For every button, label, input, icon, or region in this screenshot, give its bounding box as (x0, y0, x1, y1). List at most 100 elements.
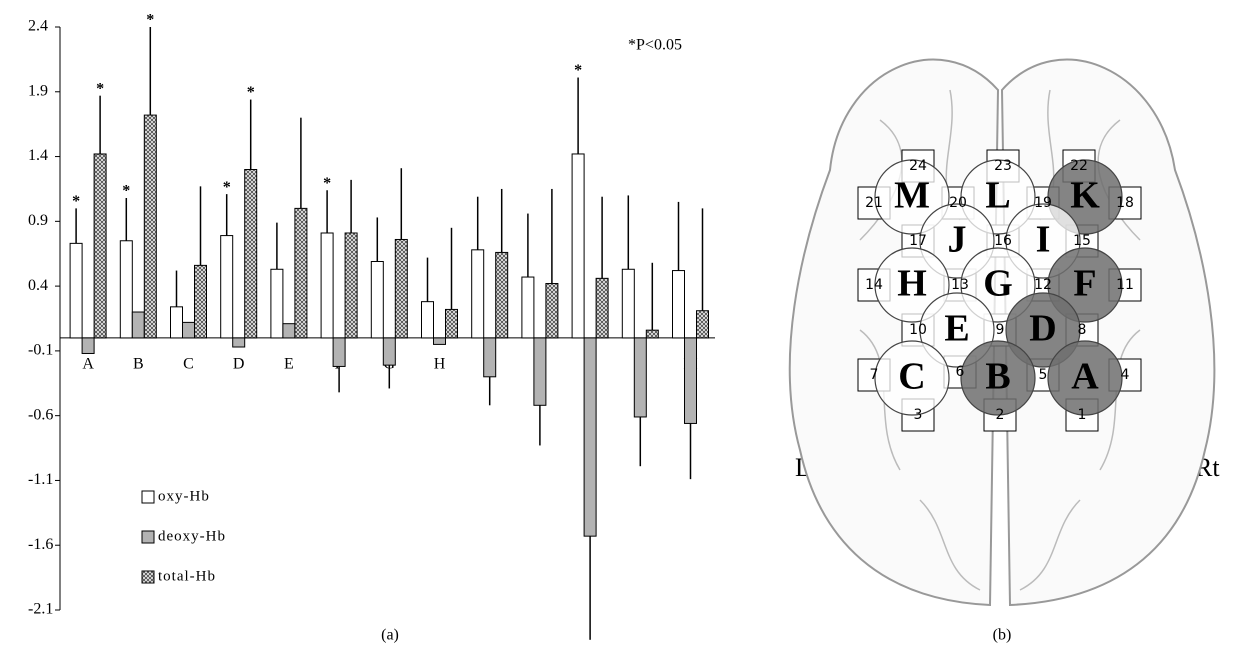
legend-swatch (142, 531, 154, 543)
bar (70, 243, 82, 338)
bar (572, 154, 584, 338)
bar (233, 338, 245, 347)
significance-mark: * (122, 183, 130, 200)
significance-mark: * (247, 84, 255, 101)
channel-number: 23 (994, 158, 1012, 174)
bar (271, 269, 283, 338)
bar (673, 271, 685, 338)
note: *P<0.05 (628, 37, 682, 54)
bar (144, 115, 156, 338)
region-label: K (1070, 175, 1100, 217)
channel-number: 16 (994, 233, 1012, 249)
region-label: D (1029, 308, 1056, 350)
channel-number: 4 (1121, 367, 1130, 383)
bar (371, 261, 383, 337)
legend-text: total-Hb (158, 568, 216, 584)
x-tick-label: D (233, 356, 245, 373)
bar (183, 322, 195, 338)
y-tick-label: -0.1 (28, 342, 53, 359)
y-tick-label: -0.6 (28, 406, 53, 423)
channel-number: 17 (909, 233, 927, 249)
bar (622, 269, 634, 338)
y-tick-label: 0.4 (28, 277, 48, 294)
bar (446, 309, 458, 338)
region-label: A (1071, 356, 1099, 398)
bar (283, 324, 295, 338)
channel-number: 2 (996, 407, 1005, 423)
bar (120, 241, 132, 338)
channel-number: 22 (1070, 158, 1088, 174)
region-label: H (897, 263, 927, 305)
channel-number: 14 (865, 277, 883, 293)
x-tick-label: C (183, 356, 194, 373)
legend-swatch (142, 571, 154, 583)
channel-number: 12 (1034, 277, 1052, 293)
bar (546, 284, 558, 338)
x-tick-label: E (284, 356, 294, 373)
y-tick-label: -2.1 (28, 601, 53, 618)
bar (634, 338, 646, 417)
channel-number: 6 (956, 364, 965, 380)
bar (434, 338, 446, 344)
x-tick-label: A (82, 356, 94, 373)
channel-number: 21 (865, 195, 883, 211)
bar (221, 236, 233, 338)
bar (345, 233, 357, 338)
bar (522, 277, 534, 338)
y-tick-label: 1.9 (28, 82, 48, 99)
significance-mark: * (574, 62, 582, 79)
channel-number: 7 (870, 367, 879, 383)
bar (685, 338, 697, 424)
legend-swatch (142, 491, 154, 503)
bar (295, 208, 307, 338)
region-label: C (898, 356, 925, 398)
bar (472, 250, 484, 338)
x-tick-label: B (133, 356, 144, 373)
y-tick-label: 2.4 (28, 18, 48, 35)
bar (422, 302, 434, 338)
caption-b: (b) (993, 627, 1012, 644)
bar (383, 338, 395, 365)
significance-mark: * (323, 175, 331, 192)
bar (584, 338, 596, 536)
x-tick-label: H (434, 356, 446, 373)
significance-mark: * (146, 12, 154, 29)
region-label: M (894, 175, 930, 217)
channel-number: 8 (1078, 322, 1087, 338)
bar (496, 252, 508, 338)
channel-number: 10 (909, 322, 927, 338)
region-label: F (1073, 263, 1096, 305)
bar (321, 233, 333, 338)
bar (82, 338, 94, 354)
significance-mark: * (72, 193, 80, 210)
bar (534, 338, 546, 405)
figure: (a) *P<0.05 (b) Lt Rt -2.1-1.6-1.1-0.6-0… (0, 0, 1254, 652)
channel-number: 24 (909, 158, 927, 174)
region-label: L (985, 175, 1010, 217)
bar (484, 338, 496, 377)
bar (697, 311, 709, 338)
bar (395, 239, 407, 337)
bar (94, 154, 106, 338)
channel-number: 5 (1039, 367, 1048, 383)
y-tick-label: -1.1 (28, 471, 53, 488)
legend-text: deoxy-Hb (158, 528, 226, 544)
channel-number: 3 (914, 407, 923, 423)
bar (646, 330, 658, 338)
channel-number: 1 (1078, 407, 1087, 423)
bar (171, 307, 183, 338)
channel-number: 19 (1034, 195, 1052, 211)
channel-number: 9 (996, 322, 1005, 338)
significance-mark: * (223, 179, 231, 196)
channel-number: 11 (1116, 277, 1134, 293)
y-tick-label: -1.6 (28, 536, 53, 553)
region-label: G (983, 263, 1013, 305)
bar (333, 338, 345, 367)
region-label: E (944, 308, 969, 350)
region-label: B (985, 356, 1010, 398)
y-tick-label: 0.9 (28, 212, 48, 229)
bar (245, 170, 257, 338)
bar (132, 312, 144, 338)
caption-a: (a) (381, 627, 399, 644)
channel-number: 20 (949, 195, 967, 211)
